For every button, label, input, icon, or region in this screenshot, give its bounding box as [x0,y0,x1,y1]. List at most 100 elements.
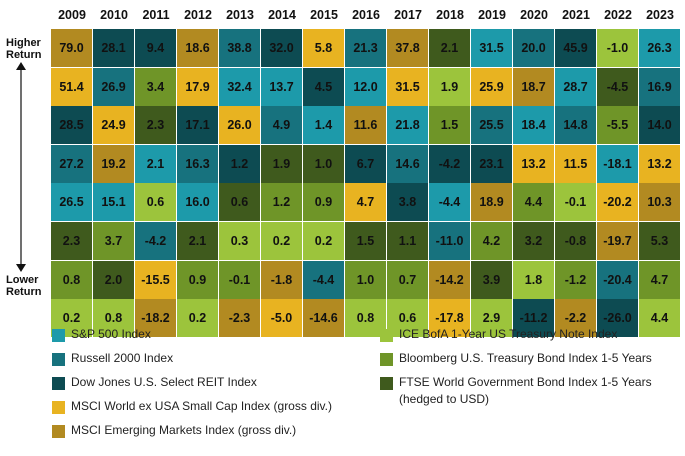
return-cell: 15.1 [93,183,135,223]
return-cell: 79.0 [51,29,93,69]
legend-label: FTSE World Government Bond Index 1-5 Yea… [399,375,652,406]
return-cell: -4.4 [303,260,345,300]
return-cell: -20.2 [597,183,639,223]
return-cell: 0.6 [135,183,177,223]
return-cell: 31.5 [387,67,429,107]
return-cell: 0.3 [219,222,261,262]
return-cell: 16.0 [177,183,219,223]
return-cell: -15.5 [135,260,177,300]
legend-swatch [52,425,65,438]
lower-return-label: Lower Return [6,274,42,298]
return-cell: -14.6 [303,299,345,339]
return-cell: 2.1 [135,144,177,184]
year-header-2020: 2020 [520,8,548,22]
return-cell: 2.3 [135,106,177,146]
return-cell: 21.8 [387,106,429,146]
return-cell: 1.5 [345,222,387,262]
return-cell: 45.9 [555,29,597,69]
return-cell: -2.2 [555,299,597,339]
year-header-2015: 2015 [310,8,338,22]
return-cell: 16.9 [639,67,681,107]
return-cell: 26.3 [639,29,681,69]
legend-item-ice_1yr: ICE BofA 1-Year US Treasury Note Index [380,326,617,344]
return-cell: -1.8 [261,260,303,300]
legend-item-ftse_wgbi: FTSE World Government Bond Index 1-5 Yea… [380,374,684,406]
legend-label: Bloomberg U.S. Treasury Bond Index 1-5 Y… [399,351,652,365]
higher-return-label: Higher Return [6,37,42,61]
return-cell: 26.5 [51,183,93,223]
return-cell: 51.4 [51,67,93,107]
return-cell: 17.9 [177,67,219,107]
return-cell: 2.1 [177,222,219,262]
return-cell: 3.4 [135,67,177,107]
return-cell: 18.7 [513,67,555,107]
return-cell: 19.2 [93,144,135,184]
return-direction-arrow [16,62,26,272]
return-cell: 0.7 [387,260,429,300]
return-cell: -26.0 [597,299,639,339]
return-cell: -4.2 [429,144,471,184]
return-cell: 3.8 [387,183,429,223]
legend-swatch [52,329,65,342]
return-cell: 3.9 [471,260,513,300]
return-cell: 1.2 [219,144,261,184]
return-cell: -19.7 [597,222,639,262]
return-cell: 1.1 [387,222,429,262]
return-cell: -0.1 [555,183,597,223]
return-cell: 2.3 [51,222,93,262]
return-cell: 14.0 [639,106,681,146]
return-cell: 0.9 [303,183,345,223]
return-cell: -2.3 [219,299,261,339]
legend-swatch [380,353,393,366]
return-cell: 0.8 [93,299,135,339]
legend-swatch [52,401,65,414]
year-header-2017: 2017 [394,8,422,22]
return-cell: 21.3 [345,29,387,69]
year-header-2011: 2011 [142,8,170,22]
return-cell: -0.8 [555,222,597,262]
legend-item-intl_small: MSCI World ex USA Small Cap Index (gross… [52,398,332,416]
return-cell: 32.0 [261,29,303,69]
legend-label: Russell 2000 Index [71,351,174,365]
year-header-2010: 2010 [100,8,128,22]
return-cell: 0.2 [261,222,303,262]
return-cell: 31.5 [471,29,513,69]
return-cell: 18.4 [513,106,555,146]
return-cell: -5.0 [261,299,303,339]
return-cell: 4.9 [261,106,303,146]
legend-swatch [380,377,393,390]
return-cell: 5.3 [639,222,681,262]
return-cell: 13.7 [261,67,303,107]
legend-label: S&P 500 Index [71,327,151,341]
return-cell: 0.6 [219,183,261,223]
return-cell: 4.2 [471,222,513,262]
return-cell: 1.0 [303,144,345,184]
return-cell: 18.6 [177,29,219,69]
return-cell: 17.1 [177,106,219,146]
return-cell: 25.5 [471,106,513,146]
return-cell: -5.5 [597,106,639,146]
return-cell: 4.4 [513,183,555,223]
return-cell: 27.2 [51,144,93,184]
year-header-2022: 2022 [604,8,632,22]
return-cell: 6.7 [345,144,387,184]
return-cell: 26.0 [219,106,261,146]
legend-item-em: MSCI Emerging Markets Index (gross div.) [52,422,296,440]
return-cell: -4.5 [597,67,639,107]
return-cell: -18.2 [135,299,177,339]
return-cell: -1.0 [597,29,639,69]
return-cell: -18.1 [597,144,639,184]
legend-label: Dow Jones U.S. Select REIT Index [71,375,257,389]
return-cell: 18.9 [471,183,513,223]
return-cell: -20.4 [597,260,639,300]
return-cell: 2.9 [471,299,513,339]
legend-swatch [380,329,393,342]
legend-item-bbg_treas: Bloomberg U.S. Treasury Bond Index 1-5 Y… [380,350,652,368]
legend-label: ICE BofA 1-Year US Treasury Note Index [399,327,618,341]
return-cell: 0.9 [177,260,219,300]
return-cell: 10.3 [639,183,681,223]
year-header-2013: 2013 [226,8,254,22]
return-cell: -0.1 [219,260,261,300]
return-cell: 9.4 [135,29,177,69]
